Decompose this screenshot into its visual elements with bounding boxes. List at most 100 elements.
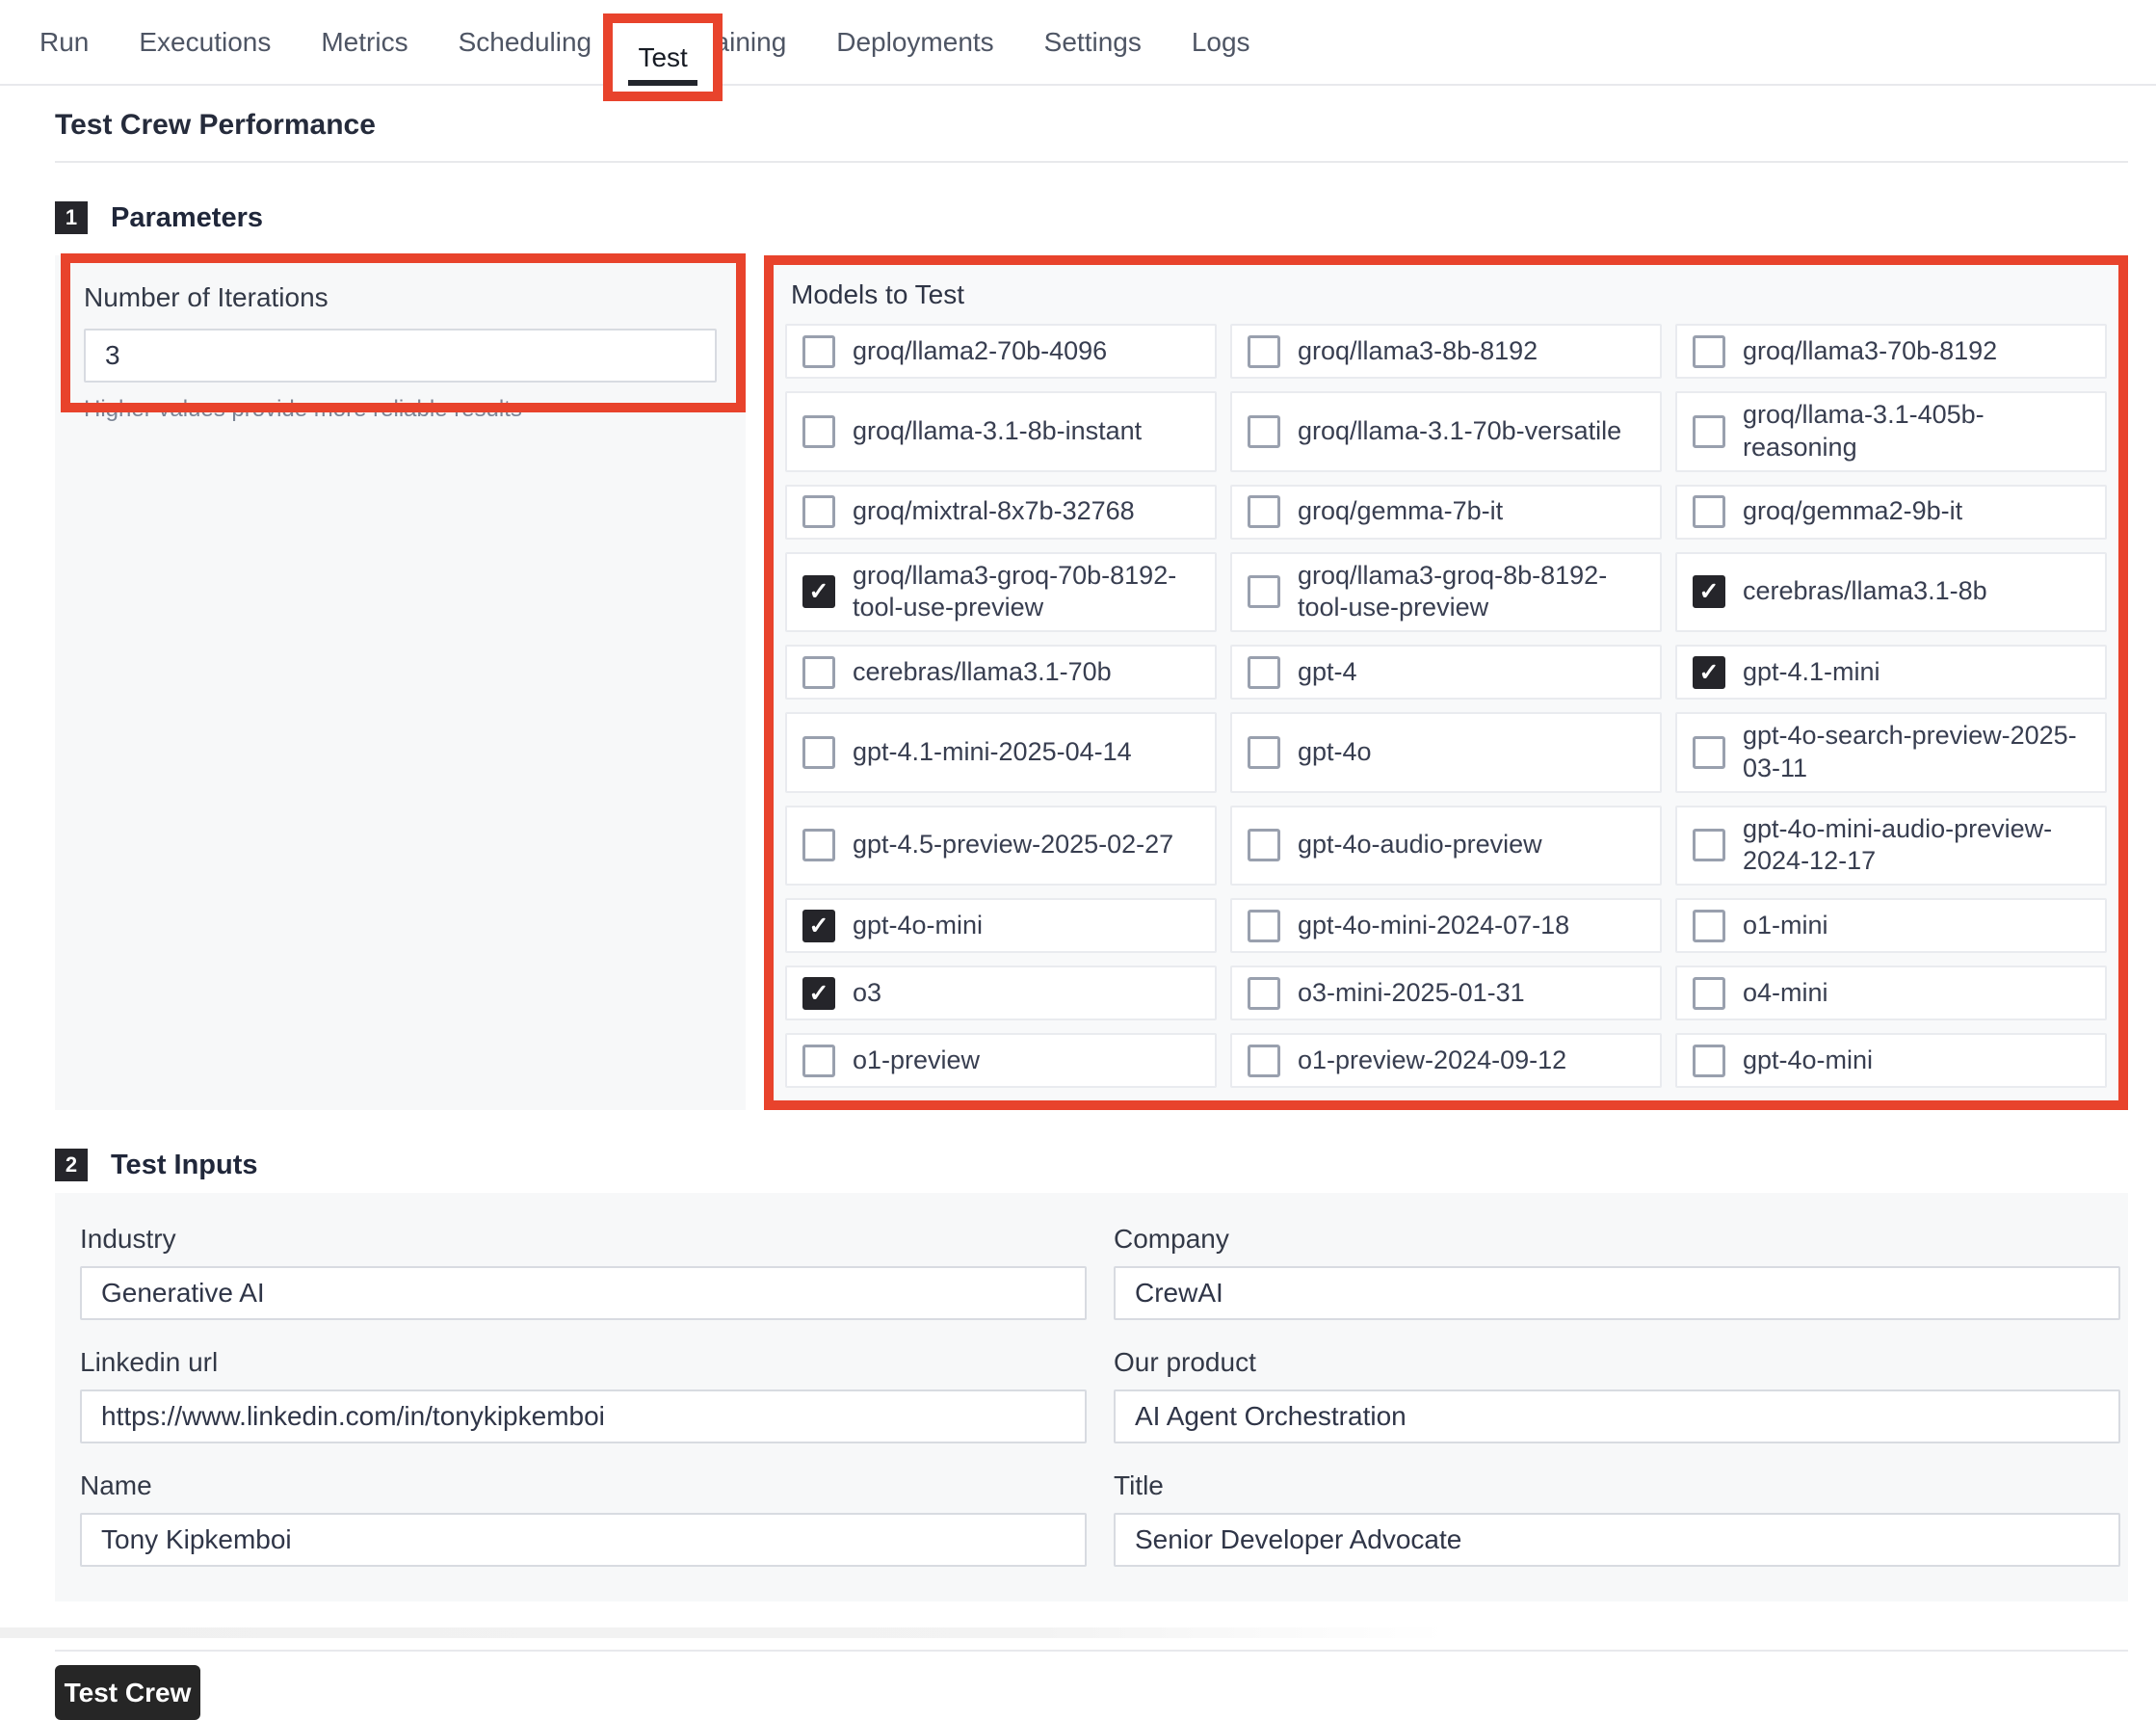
model-label: o1-preview-2024-09-12: [1298, 1045, 1567, 1074]
checkbox-checked-icon[interactable]: ✓: [1693, 575, 1725, 609]
checkbox-unchecked-icon[interactable]: [1693, 414, 1725, 448]
model-option[interactable]: groq/gemma2-9b-it: [1675, 484, 2107, 540]
model-label: groq/gemma-7b-it: [1298, 496, 1504, 526]
field-our-product-input[interactable]: [1114, 1389, 2120, 1443]
model-option[interactable]: gpt-4o-search-preview-2025-03-11: [1675, 712, 2107, 793]
model-option[interactable]: o1-preview: [785, 1033, 1217, 1088]
checkbox-unchecked-icon[interactable]: [802, 829, 835, 862]
checkbox-unchecked-icon[interactable]: [1248, 909, 1280, 942]
model-option[interactable]: ✓ gpt-4.1-mini: [1675, 645, 2107, 700]
field-linkedin-url: Linkedin url: [80, 1347, 1087, 1443]
model-option[interactable]: gpt-4o: [1230, 712, 1662, 793]
model-option[interactable]: gpt-4.5-preview-2025-02-27: [785, 805, 1217, 886]
field-company-input[interactable]: [1114, 1266, 2120, 1320]
model-option[interactable]: cerebras/llama3.1-70b: [785, 645, 1217, 700]
checkbox-unchecked-icon[interactable]: [1693, 334, 1725, 368]
model-label: gpt-4o-mini: [1743, 1045, 1874, 1074]
tab-run[interactable]: Run: [39, 26, 90, 57]
checkbox-unchecked-icon[interactable]: [802, 735, 835, 769]
test-inputs-title: Test Inputs: [111, 1149, 258, 1180]
checkbox-unchecked-icon[interactable]: [1248, 495, 1280, 528]
model-option[interactable]: gpt-4o-mini-2024-07-18: [1230, 898, 1662, 953]
checkbox-unchecked-icon[interactable]: [1248, 575, 1280, 609]
tab-test[interactable]: Test: [638, 41, 688, 72]
checkbox-unchecked-icon[interactable]: [1693, 909, 1725, 942]
checkbox-unchecked-icon[interactable]: [1248, 829, 1280, 862]
checkbox-checked-icon[interactable]: ✓: [802, 976, 835, 1010]
model-option[interactable]: groq/llama2-70b-4096: [785, 324, 1217, 379]
field-industry-input[interactable]: [80, 1266, 1087, 1320]
models-grid: groq/llama2-70b-4096 groq/llama3-8b-8192 g…: [785, 324, 2107, 1088]
model-option[interactable]: groq/llama3-groq-8b-8192-tool-use-previe…: [1230, 551, 1662, 632]
model-label: cerebras/llama3.1-70b: [853, 656, 1112, 686]
model-option[interactable]: ✓ o3: [785, 966, 1217, 1020]
model-option[interactable]: groq/gemma-7b-it: [1230, 484, 1662, 540]
field-name: Name: [80, 1470, 1087, 1567]
tab-logs[interactable]: Logs: [1191, 26, 1250, 57]
iterations-input[interactable]: [84, 329, 717, 383]
checkbox-unchecked-icon[interactable]: [802, 1044, 835, 1077]
field-title: Title: [1114, 1470, 2120, 1567]
checkbox-unchecked-icon[interactable]: [1693, 976, 1725, 1010]
test-crew-button[interactable]: Test Crew: [55, 1665, 200, 1720]
model-option[interactable]: groq/llama-3.1-405b-reasoning: [1675, 391, 2107, 472]
checkbox-unchecked-icon[interactable]: [1693, 829, 1725, 862]
iterations-label: Number of Iterations: [84, 282, 329, 312]
model-option[interactable]: gpt-4o-audio-preview: [1230, 805, 1662, 886]
checkbox-unchecked-icon[interactable]: [1693, 495, 1725, 528]
tab-metrics[interactable]: Metrics: [321, 26, 408, 57]
model-option[interactable]: groq/mixtral-8x7b-32768: [785, 484, 1217, 540]
model-option[interactable]: groq/llama-3.1-8b-instant: [785, 391, 1217, 472]
checkbox-unchecked-icon[interactable]: [802, 414, 835, 448]
model-option[interactable]: groq/llama3-8b-8192: [1230, 324, 1662, 379]
field-title-input[interactable]: [1114, 1513, 2120, 1567]
field-company: Company: [1114, 1224, 2120, 1320]
checkbox-checked-icon[interactable]: ✓: [802, 575, 835, 609]
checkbox-unchecked-icon[interactable]: [802, 655, 835, 689]
checkbox-unchecked-icon[interactable]: [1693, 1044, 1725, 1077]
checkbox-unchecked-icon[interactable]: [802, 495, 835, 528]
checkbox-unchecked-icon[interactable]: [1248, 414, 1280, 448]
tab-settings[interactable]: Settings: [1043, 26, 1142, 57]
model-option[interactable]: gpt-4o-mini: [1675, 1033, 2107, 1088]
tab-deployments[interactable]: Deployments: [836, 26, 994, 57]
field-linkedin-url-input[interactable]: [80, 1389, 1087, 1443]
checkbox-unchecked-icon[interactable]: [1248, 334, 1280, 368]
model-option[interactable]: gpt-4: [1230, 645, 1662, 700]
field-label: Industry: [80, 1224, 176, 1254]
parameters-title: Parameters: [111, 201, 263, 233]
model-option[interactable]: o1-preview-2024-09-12: [1230, 1033, 1662, 1088]
tab-scheduling[interactable]: Scheduling: [458, 26, 592, 57]
field-name-input[interactable]: [80, 1513, 1087, 1567]
model-label: o3-mini-2025-01-31: [1298, 977, 1525, 1007]
model-option[interactable]: groq/llama3-70b-8192: [1675, 324, 2107, 379]
checkbox-unchecked-icon[interactable]: [1248, 655, 1280, 689]
checkbox-unchecked-icon[interactable]: [1248, 735, 1280, 769]
model-option[interactable]: o1-mini: [1675, 898, 2107, 953]
model-option[interactable]: gpt-4.1-mini-2025-04-14: [785, 712, 1217, 793]
model-option[interactable]: ✓ cerebras/llama3.1-8b: [1675, 551, 2107, 632]
model-label: groq/llama3-groq-70b-8192-tool-use-previ…: [853, 560, 1177, 622]
field-label: Company: [1114, 1224, 1229, 1254]
iterations-helper-text: Higher values provide more reliable resu…: [84, 396, 522, 422]
model-option[interactable]: o4-mini: [1675, 966, 2107, 1020]
tab-executions[interactable]: Executions: [139, 26, 272, 57]
model-option[interactable]: o3-mini-2025-01-31: [1230, 966, 1662, 1020]
checkbox-unchecked-icon[interactable]: [1248, 976, 1280, 1010]
model-option[interactable]: ✓ groq/llama3-groq-70b-8192-tool-use-prev…: [785, 551, 1217, 632]
models-title: Models to Test: [791, 279, 965, 309]
iterations-panel: Number of Iterations Higher values provi…: [55, 253, 746, 1110]
model-label: gpt-4: [1298, 656, 1357, 686]
checkbox-checked-icon[interactable]: ✓: [802, 909, 835, 942]
model-label: gpt-4.5-preview-2025-02-27: [853, 830, 1174, 860]
checkbox-checked-icon[interactable]: ✓: [1693, 655, 1725, 689]
model-label: gpt-4o-audio-preview: [1298, 830, 1542, 860]
model-option[interactable]: groq/llama-3.1-70b-versatile: [1230, 391, 1662, 472]
checkbox-unchecked-icon[interactable]: [1693, 735, 1725, 769]
page-title: Test Crew Performance: [55, 109, 376, 141]
model-label: groq/llama-3.1-8b-instant: [853, 415, 1143, 445]
model-option[interactable]: gpt-4o-mini-audio-preview-2024-12-17: [1675, 805, 2107, 886]
model-option[interactable]: ✓ gpt-4o-mini: [785, 898, 1217, 953]
checkbox-unchecked-icon[interactable]: [802, 334, 835, 368]
checkbox-unchecked-icon[interactable]: [1248, 1044, 1280, 1077]
